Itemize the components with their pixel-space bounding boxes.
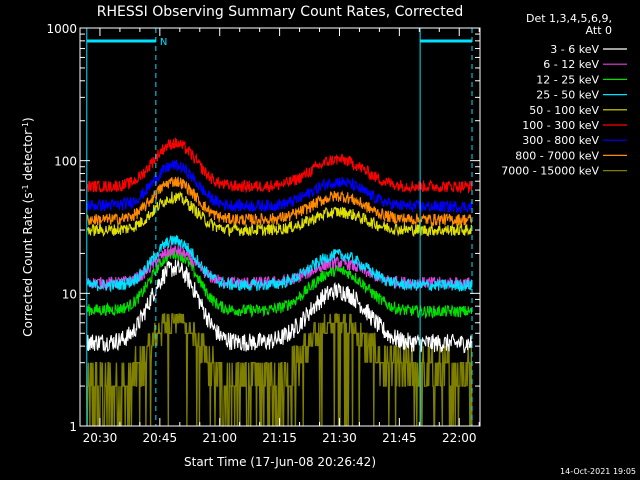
- x-tick-label: 22:00: [442, 431, 477, 445]
- night-marker-label: N: [160, 37, 167, 48]
- legend-entry-label: 300 - 800 keV: [522, 134, 599, 147]
- legend-entry-label: 50 - 100 keV: [529, 104, 599, 117]
- legend-header-line: Att 0: [586, 24, 612, 37]
- x-tick-label: 20:45: [143, 431, 178, 445]
- series-line-3-6-keV: [86, 258, 473, 354]
- x-tick-label: 20:30: [83, 431, 118, 445]
- legend-entry-label: 100 - 300 keV: [522, 119, 599, 132]
- legend-entry-label: 800 - 7000 keV: [515, 149, 599, 162]
- x-tick-label: 21:00: [202, 431, 237, 445]
- y-tick-label: 1000: [46, 22, 77, 36]
- legend-entry-label: 3 - 6 keV: [550, 43, 599, 56]
- x-axis-label: Start Time (17-Jun-08 20:26:42): [184, 455, 376, 469]
- series-line-300-800-keV: [86, 159, 473, 214]
- x-tick-label: 21:30: [322, 431, 357, 445]
- generated-timestamp: 14-Oct-2021 19:05: [560, 467, 636, 476]
- series-line-800-7000-keV: [86, 176, 473, 228]
- legend-entry-label: 7000 - 15000 keV: [501, 165, 599, 178]
- y-axis-label: Corrected Count Rate (s-1 detector-1): [21, 117, 36, 336]
- series-line-100-300-keV: [86, 137, 473, 195]
- y-tick-label: 10: [62, 287, 77, 301]
- legend-entry-label: 25 - 50 keV: [536, 89, 599, 102]
- series-line-25-50-keV: [86, 235, 473, 293]
- legend-header-line: Det 1,3,4,5,6,9,: [526, 12, 612, 25]
- axis-layer: 1 10 100 1000 20:30 20:45 21:00 21:15 21:30 21:45…: [46, 22, 480, 445]
- y-tick-label: 100: [54, 155, 77, 169]
- y-tick-label: 1: [69, 420, 77, 434]
- series-layer: [86, 137, 473, 427]
- legend: Det 1,3,4,5,6,9,Att 0 3 - 6 keV 6 - 12 keV…: [501, 12, 627, 178]
- chart-title: RHESSI Observing Summary Count Rates, Co…: [97, 4, 463, 20]
- x-tick-label: 21:45: [382, 431, 417, 445]
- x-tick-label: 21:15: [262, 431, 297, 445]
- series-line-50-100-keV: [86, 190, 473, 238]
- legend-entry-label: 12 - 25 keV: [536, 73, 599, 86]
- legend-entry-label: 6 - 12 keV: [543, 58, 599, 71]
- night-layer: N: [86, 28, 473, 426]
- series-line-12-25-keV: [86, 247, 473, 320]
